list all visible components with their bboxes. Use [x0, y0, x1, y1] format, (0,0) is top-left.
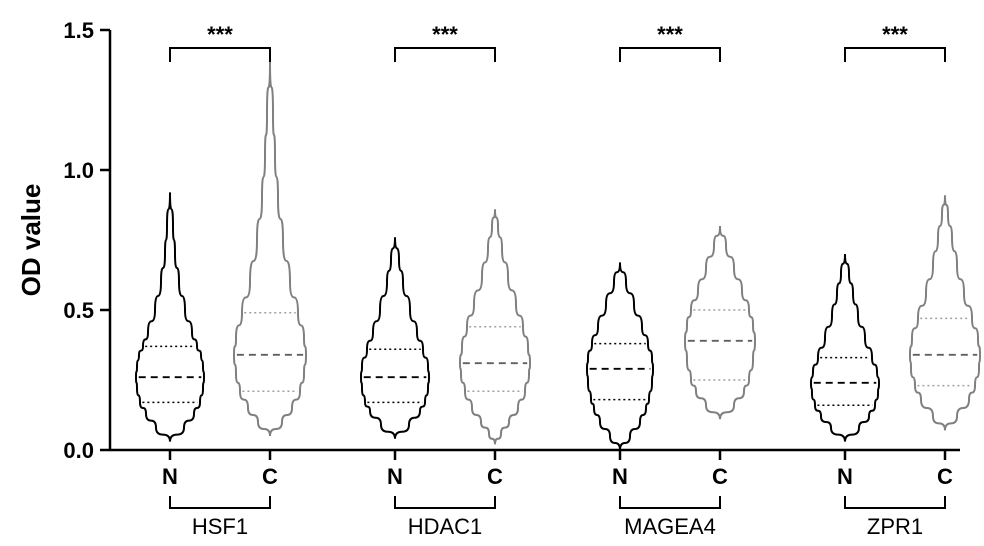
violins-group — [136, 61, 980, 450]
sig-label: *** — [432, 22, 458, 47]
group-bracket — [395, 496, 495, 508]
violin-HSF1-C — [234, 61, 306, 436]
x-category-label: C — [937, 464, 953, 489]
x-category-label: N — [162, 464, 178, 489]
chart-svg: 0.0 0.5 1.0 1.5 OD value N C N C N C N C HSF1 HDAC1… — [0, 0, 984, 546]
sig-bracket — [620, 48, 720, 62]
violin-MAGEA4-N — [587, 262, 653, 450]
violin-ZPR1-C — [910, 195, 980, 430]
violin-HSF1-N — [136, 192, 204, 441]
significance-brackets: *** *** *** *** — [170, 22, 945, 62]
y-tick-label: 1.5 — [63, 18, 94, 43]
x-category-label: C — [262, 464, 278, 489]
group-bracket — [620, 496, 720, 508]
group-label-HDAC1: HDAC1 — [408, 514, 483, 539]
x-category-label: N — [612, 464, 628, 489]
x-category-label: N — [387, 464, 403, 489]
y-ticks: 0.0 0.5 1.0 1.5 — [63, 18, 110, 463]
violin-ZPR1-N — [811, 254, 879, 442]
violin-chart: 0.0 0.5 1.0 1.5 OD value N C N C N C N C HSF1 HDAC1… — [0, 0, 984, 546]
sig-bracket — [845, 48, 945, 62]
group-label-ZPR1: ZPR1 — [867, 514, 923, 539]
group-labels: HSF1 HDAC1 MAGEA4 ZPR1 — [170, 496, 945, 539]
group-label-MAGEA4: MAGEA4 — [624, 514, 716, 539]
group-bracket — [170, 496, 270, 508]
y-tick-label: 0.5 — [63, 298, 94, 323]
sig-label: *** — [207, 22, 233, 47]
group-bracket — [845, 496, 945, 508]
x-category-label: C — [712, 464, 728, 489]
sig-label: *** — [657, 22, 683, 47]
violin-HDAC1-N — [361, 237, 429, 439]
group-label-HSF1: HSF1 — [192, 514, 248, 539]
x-category-label: C — [487, 464, 503, 489]
y-axis-label: OD value — [16, 184, 46, 297]
y-tick-label: 1.0 — [63, 158, 94, 183]
x-category-labels: NCNCNCNC — [162, 450, 953, 489]
x-category-label: N — [837, 464, 853, 489]
sig-bracket — [170, 48, 270, 62]
violin-MAGEA4-C — [685, 226, 755, 419]
sig-label: *** — [882, 22, 908, 47]
y-tick-label: 0.0 — [63, 438, 94, 463]
sig-bracket — [395, 48, 495, 62]
